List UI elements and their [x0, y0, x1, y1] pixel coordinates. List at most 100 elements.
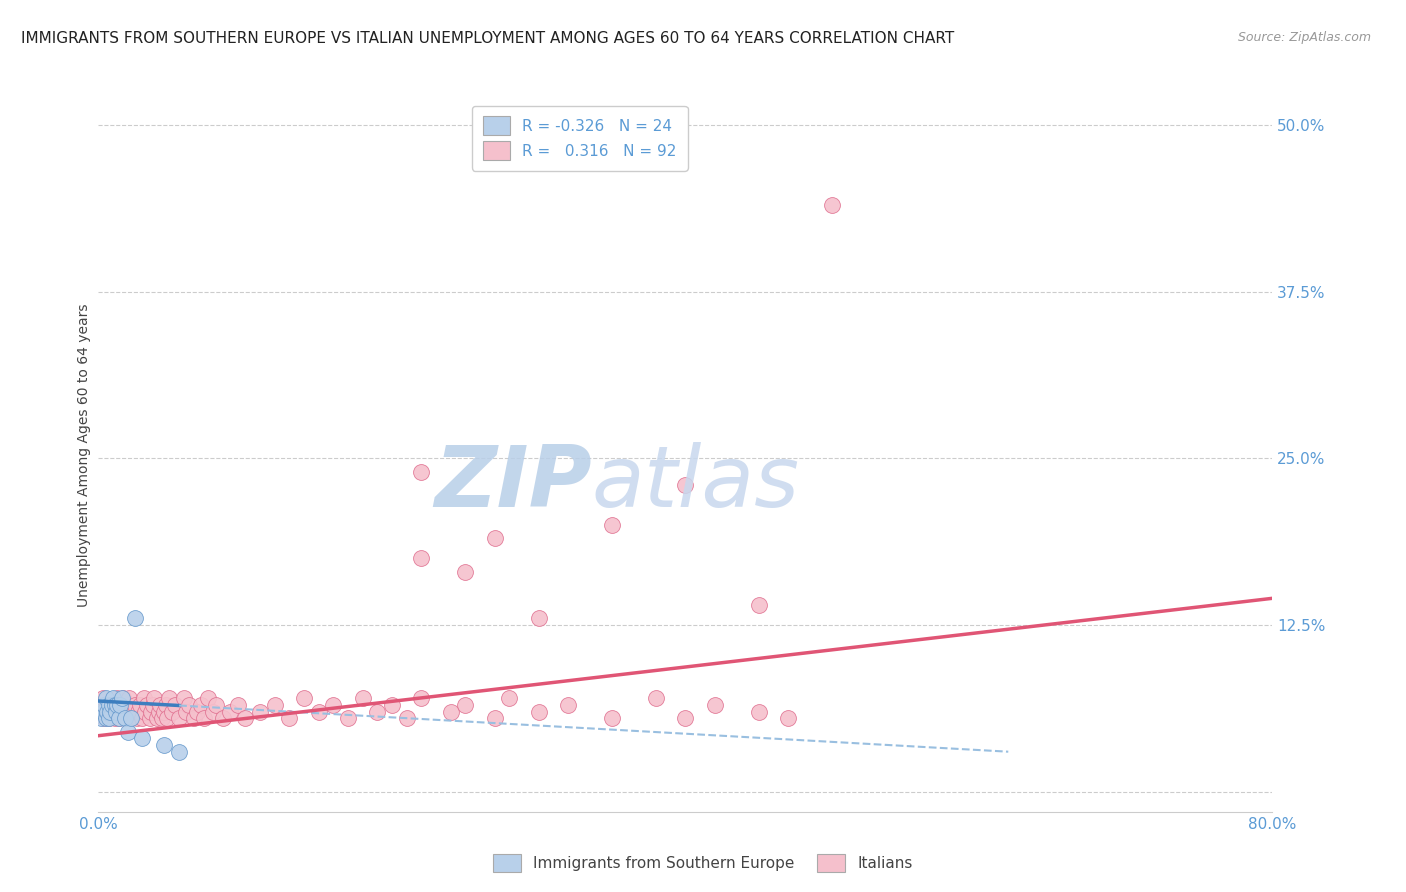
Point — [118, 691, 141, 706]
Point — [94, 711, 117, 725]
Point — [107, 691, 129, 706]
Point — [157, 691, 180, 706]
Point — [108, 711, 131, 725]
Point — [527, 705, 550, 719]
Point — [600, 518, 623, 533]
Point — [142, 698, 165, 712]
Point — [90, 698, 112, 712]
Point — [153, 738, 176, 752]
Point — [117, 724, 139, 739]
Point — [125, 711, 148, 725]
Point — [121, 705, 143, 719]
Point — [201, 705, 224, 719]
Point — [100, 698, 122, 712]
Point — [98, 705, 121, 719]
Point — [98, 705, 121, 719]
Point — [527, 611, 550, 625]
Point — [139, 711, 162, 725]
Point — [124, 698, 146, 712]
Point — [97, 711, 120, 725]
Point — [675, 711, 697, 725]
Point — [308, 705, 330, 719]
Point — [108, 711, 131, 725]
Point — [111, 698, 134, 712]
Point — [440, 705, 463, 719]
Point — [148, 705, 170, 719]
Point — [146, 711, 169, 725]
Point — [101, 691, 124, 706]
Point — [176, 705, 198, 719]
Point — [141, 705, 163, 719]
Point — [105, 698, 128, 712]
Point — [134, 705, 156, 719]
Point — [212, 711, 235, 725]
Point — [120, 711, 142, 725]
Point — [94, 691, 117, 706]
Point — [117, 698, 139, 712]
Point — [155, 698, 177, 712]
Point — [190, 698, 212, 712]
Point — [336, 711, 359, 725]
Point — [600, 711, 623, 725]
Point — [193, 711, 215, 725]
Point — [97, 711, 120, 725]
Point — [179, 698, 201, 712]
Point — [163, 698, 186, 712]
Point — [132, 691, 155, 706]
Point — [114, 711, 136, 725]
Point — [96, 698, 118, 712]
Text: Source: ZipAtlas.com: Source: ZipAtlas.com — [1237, 31, 1371, 45]
Point — [90, 711, 112, 725]
Point — [167, 711, 190, 725]
Text: IMMIGRANTS FROM SOUTHERN EUROPE VS ITALIAN UNEMPLOYMENT AMONG AGES 60 TO 64 YEAR: IMMIGRANTS FROM SOUTHERN EUROPE VS ITALI… — [21, 31, 955, 46]
Point — [675, 478, 697, 492]
Point — [395, 711, 418, 725]
Point — [94, 705, 117, 719]
Point — [173, 691, 195, 706]
Point — [156, 711, 179, 725]
Point — [103, 711, 125, 725]
Point — [135, 698, 157, 712]
Point — [322, 698, 344, 712]
Point — [703, 698, 725, 712]
Point — [131, 731, 153, 746]
Point — [127, 705, 149, 719]
Point — [748, 705, 770, 719]
Point — [183, 711, 205, 725]
Point — [143, 691, 166, 706]
Legend: Immigrants from Southern Europe, Italians: Immigrants from Southern Europe, Italian… — [486, 846, 920, 880]
Point — [153, 705, 176, 719]
Point — [219, 705, 242, 719]
Point — [111, 691, 134, 706]
Point — [97, 698, 120, 712]
Point — [778, 711, 800, 725]
Text: ZIP: ZIP — [434, 442, 592, 525]
Point — [150, 711, 173, 725]
Legend: R = -0.326   N = 24, R =   0.316   N = 92: R = -0.326 N = 24, R = 0.316 N = 92 — [472, 106, 688, 170]
Point — [93, 698, 115, 712]
Point — [110, 698, 132, 712]
Point — [557, 698, 579, 712]
Y-axis label: Unemployment Among Ages 60 to 64 years: Unemployment Among Ages 60 to 64 years — [77, 303, 91, 607]
Point — [381, 698, 404, 712]
Point — [226, 698, 249, 712]
Point — [205, 698, 228, 712]
Point — [411, 465, 433, 479]
Point — [263, 698, 285, 712]
Point — [484, 711, 506, 725]
Point — [107, 698, 129, 712]
Point — [115, 705, 138, 719]
Point — [96, 705, 118, 719]
Point — [101, 705, 124, 719]
Point — [821, 198, 844, 212]
Point — [105, 705, 128, 719]
Point — [352, 691, 374, 706]
Point — [249, 705, 271, 719]
Point — [197, 691, 219, 706]
Point — [645, 691, 668, 706]
Point — [366, 705, 388, 719]
Point — [454, 698, 477, 712]
Point — [748, 598, 770, 612]
Point — [91, 705, 114, 719]
Point — [411, 551, 433, 566]
